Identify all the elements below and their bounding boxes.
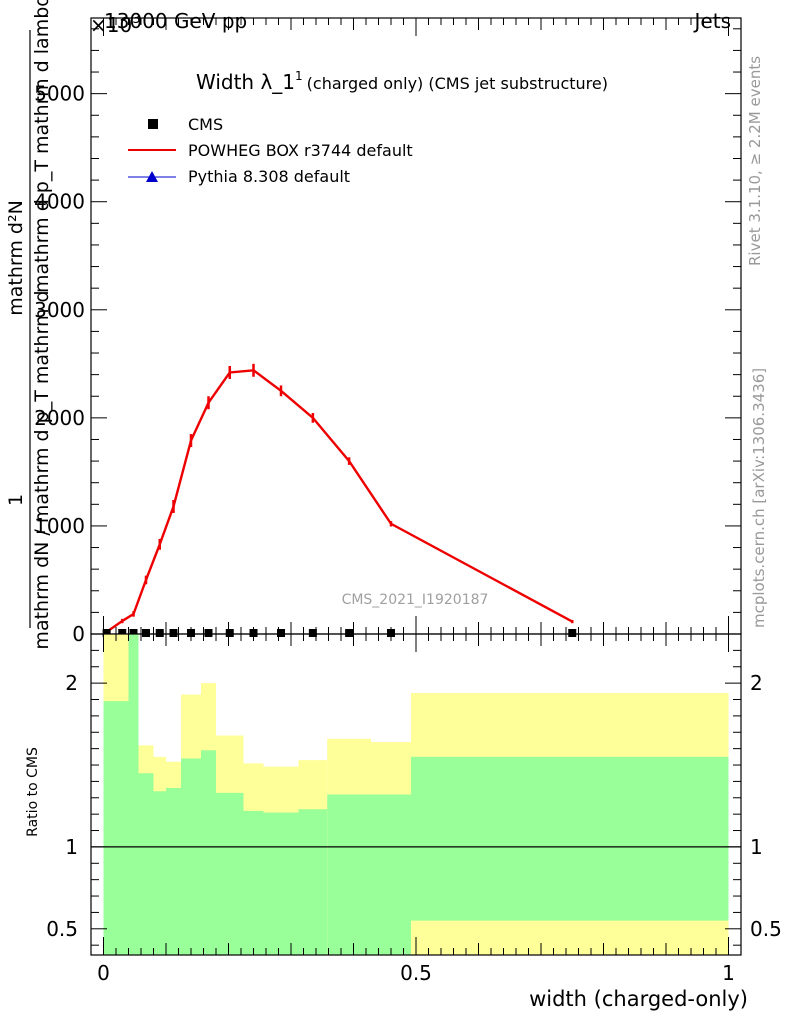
ratio-inner-band: [243, 810, 264, 955]
x-tick-label: 0.5: [400, 961, 432, 985]
ratio-inner-band: [371, 794, 411, 955]
main-y-tick-label: 0: [72, 622, 85, 646]
ratio-inner-band: [103, 701, 129, 955]
ratio-y-axis-title: Ratio to CMS: [25, 747, 41, 837]
category-label: Jets: [693, 9, 731, 33]
y-title-line-2: mathrm d p_T mathrm d lambda: [31, 0, 53, 293]
multiplier-label: ×103: [90, 12, 141, 37]
ratio-inner-band: [216, 792, 244, 955]
ratio-inner-band: [263, 812, 299, 955]
main-y-tick-label: 2000: [34, 406, 85, 430]
ratio-y-tick-label-left: 1: [65, 835, 78, 859]
ratio-inner-band: [201, 750, 216, 955]
chart-title: Width λ_11 (charged only) (CMS jet substr…: [196, 69, 608, 94]
legend-label-pythia: Pythia 8.308 default: [188, 167, 350, 186]
main-y-tick-label: 4000: [34, 190, 85, 214]
cms-data-point: [277, 629, 285, 637]
main-panel: 0 1000 2000 3000 4000 5000: [34, 17, 742, 646]
cms-data-point: [142, 629, 150, 637]
cms-data-point: [225, 629, 234, 637]
main-y-axis-title: mathrm d²N mathrm d p_T mathrm d lambda …: [5, 0, 53, 650]
cms-data-point: [155, 629, 164, 637]
legend-label-cms: CMS: [188, 115, 223, 134]
legend-marker-cms: [148, 119, 158, 129]
cms-data-point: [118, 629, 127, 637]
cms-data-point: [308, 629, 317, 637]
ratio-inner-band: [327, 794, 371, 955]
main-y-tick-label: 1000: [34, 514, 85, 538]
main-frame: [90, 17, 742, 635]
ratio-y-tick-label-right: 1: [750, 835, 763, 859]
y-title-line-4: mathrm dN / mathrm d p_T mathrm d: [31, 290, 53, 649]
ratio-inner-band: [166, 787, 181, 955]
watermark: CMS_2021_I1920187: [342, 592, 489, 608]
cms-data-point: [345, 629, 354, 637]
legend-label-powheg: POWHEG BOX r3744 default: [188, 141, 413, 160]
cms-data-point: [204, 629, 213, 637]
cms-data-point: [102, 629, 111, 637]
cms-data-point: [169, 629, 178, 637]
ratio-inner-band: [298, 809, 328, 955]
collision-label: 13000 GeV pp: [104, 9, 247, 33]
ratio-y-tick-label-right: 0.5: [750, 917, 782, 941]
legend: CMS POWHEG BOX r3744 default Pythia 8.30…: [128, 115, 413, 186]
y-title-line-3: 1: [5, 494, 27, 506]
side-label-top: Rivet 3.1.10, ≥ 2.2M events: [746, 56, 764, 266]
ratio-inner-band: [128, 634, 139, 955]
main-y-tick-label: 3000: [34, 298, 85, 322]
cms-data-point: [129, 629, 138, 637]
legend-marker-pythia: [146, 171, 158, 182]
powheg-series-line: [105, 369, 573, 633]
ratio-inner-band: [138, 773, 154, 955]
ratio-y-tick-label-left: 0.5: [46, 917, 78, 941]
y-title-line-1: mathrm d²N: [5, 200, 27, 316]
main-y-tick-label: 5000: [34, 82, 85, 106]
x-axis-title: width (charged-only): [529, 987, 748, 1011]
side-label-bottom: mcplots.cern.ch [arXiv:1306.3436]: [750, 368, 768, 628]
ratio-y-tick-label-left: 2: [65, 671, 78, 695]
ratio-y-tick-label-right: 2: [750, 671, 763, 695]
ratio-inner-band: [181, 758, 201, 955]
ratio-panel: 0 0.5 1 0.5 0.5 1 1 2 2: [46, 633, 782, 985]
cms-data-point: [568, 629, 577, 637]
ratio-inner-band: [153, 791, 166, 955]
x-tick-label: 0: [97, 961, 110, 985]
x-tick-label: 1: [722, 961, 735, 985]
ratio-inner-band: [411, 756, 729, 921]
